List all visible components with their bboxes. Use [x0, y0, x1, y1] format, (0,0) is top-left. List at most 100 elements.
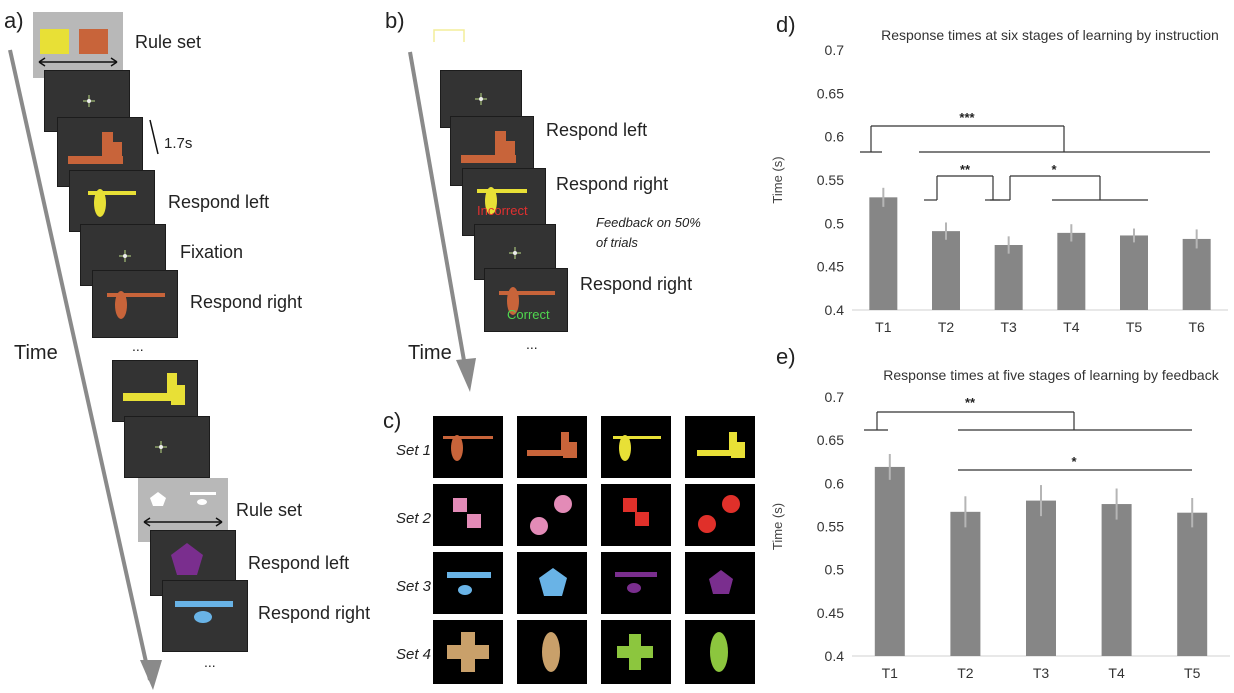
correct-feedback: Correct	[507, 307, 550, 322]
y-tick-label: 0.5	[825, 215, 845, 231]
panel-c-letter: c)	[383, 408, 402, 433]
rule-set-placeholder	[433, 29, 465, 42]
stimulus-screen-orange-line	[92, 270, 178, 338]
y-tick-label: 0.45	[817, 605, 844, 621]
set-1-stimulus-4	[685, 416, 755, 478]
set-2-stimulus-3	[601, 484, 671, 546]
chart-title: Response times at six stages of learning…	[881, 27, 1219, 43]
respond-right-label-2: Respond right	[258, 603, 371, 623]
x-tick-label: T2	[957, 665, 974, 681]
set-1-stimulus-3	[601, 416, 671, 478]
y-tick-label: 0.7	[825, 389, 845, 405]
set-4-stimulus-1	[433, 620, 503, 684]
set-4-stimulus-3	[601, 620, 671, 684]
x-tick-label: T4	[1108, 665, 1125, 681]
x-tick-label: T3	[1033, 665, 1050, 681]
panel-b-letter: b)	[385, 8, 405, 33]
stimulus-screen-b-orange-line: Correct	[484, 268, 568, 332]
respond-left-label-2: Respond left	[248, 553, 350, 573]
set-3-stimulus-1	[433, 552, 503, 614]
significance-bracket: ***	[860, 110, 1210, 153]
set-3-stimulus-3	[601, 552, 671, 614]
yellow-rule-square	[40, 29, 69, 54]
y-tick-label: 0.65	[817, 432, 844, 448]
significance-bracket: *	[958, 454, 1192, 471]
orange-rule-square	[79, 29, 108, 54]
set-1-stimulus-2	[517, 416, 587, 478]
fixation-screen-3	[124, 416, 210, 478]
y-tick-label: 0.6	[825, 129, 845, 145]
chart-title: Response times at five stages of learnin…	[883, 367, 1219, 383]
x-tick-label: T5	[1126, 319, 1143, 335]
bar	[994, 245, 1023, 310]
stimulus-screen-blue-bar	[162, 580, 248, 652]
x-tick-label: T1	[882, 665, 899, 681]
significance-stars: **	[965, 395, 976, 410]
bar	[1057, 232, 1086, 310]
set-4-stimulus-4	[685, 620, 755, 684]
time-label: Time	[14, 342, 58, 364]
bar	[874, 466, 905, 656]
panel-a-letter: a)	[4, 8, 24, 33]
rule-set-screen	[33, 12, 123, 78]
set-3-stimulus-2	[517, 552, 587, 614]
y-tick-label: 0.45	[817, 259, 844, 275]
b-respond-right-label: Respond right	[556, 174, 669, 194]
bar	[1177, 512, 1208, 656]
fixation-label: Fixation	[180, 242, 244, 262]
panel-d-letter: d)	[776, 12, 796, 37]
y-axis-label: Time (s)	[770, 156, 785, 203]
chart-d: Response times at six stages of learning…	[760, 20, 1230, 350]
y-tick-label: 0.6	[825, 475, 845, 491]
rule-set-label: Rule set	[135, 32, 202, 52]
bar	[950, 511, 981, 656]
panel-e-letter: e)	[776, 344, 796, 369]
ellipsis: ...	[132, 338, 144, 354]
x-tick-label: T3	[1000, 319, 1017, 335]
feedback-note-line-1: Feedback on 50%	[596, 215, 701, 230]
timing-bracket	[149, 119, 159, 155]
significance-stars: *	[1051, 162, 1057, 177]
bar	[1101, 504, 1132, 656]
rule-set-label-2: Rule set	[236, 500, 303, 520]
significance-stars: **	[960, 162, 971, 177]
significance-bracket: *	[990, 162, 1148, 201]
respond-left-label: Respond left	[168, 192, 270, 212]
b-ellipsis: ...	[526, 336, 538, 352]
panel-b-time-arrow	[408, 51, 476, 392]
y-tick-label: 0.7	[825, 42, 845, 58]
y-tick-label: 0.55	[817, 519, 844, 535]
set-2-stimulus-1	[433, 484, 503, 546]
x-tick-label: T4	[1063, 319, 1080, 335]
set-1-label: Set 1	[396, 442, 432, 459]
ellipsis-2: ...	[204, 654, 216, 670]
set-4-stimulus-2	[517, 620, 587, 684]
y-tick-label: 0.5	[825, 562, 845, 578]
stimulus-screen-yellow-line	[69, 170, 155, 232]
bar	[1026, 500, 1056, 656]
significance-stars: ***	[959, 110, 975, 125]
set-2-stimulus-4	[685, 484, 755, 546]
set-4-label: Set 4	[396, 646, 432, 663]
significance-bracket: **	[864, 395, 1192, 431]
set-1-stimulus-1	[433, 416, 503, 478]
x-tick-label: T5	[1184, 665, 1201, 681]
x-tick-label: T6	[1188, 319, 1205, 335]
y-tick-label: 0.4	[825, 302, 845, 318]
feedback-note-line-2: of trials	[596, 235, 638, 250]
respond-right-label: Respond right	[190, 292, 303, 312]
significance-stars: *	[1071, 454, 1077, 469]
b-respond-left-label: Respond left	[546, 120, 648, 140]
bar	[1182, 238, 1211, 310]
y-axis-label: Time (s)	[770, 503, 785, 550]
incorrect-feedback: Incorrect	[477, 203, 528, 218]
significance-bracket: **	[924, 162, 1000, 201]
stimulus-screen-yellow-shape	[112, 360, 198, 422]
b-respond-right-label-2: Respond right	[580, 274, 693, 294]
x-tick-label: T2	[938, 319, 955, 335]
x-tick-label: T1	[875, 319, 892, 335]
y-tick-label: 0.55	[817, 172, 844, 188]
chart-e: Response times at five stages of learnin…	[760, 360, 1230, 690]
bar	[1120, 235, 1148, 310]
bar	[932, 231, 960, 310]
